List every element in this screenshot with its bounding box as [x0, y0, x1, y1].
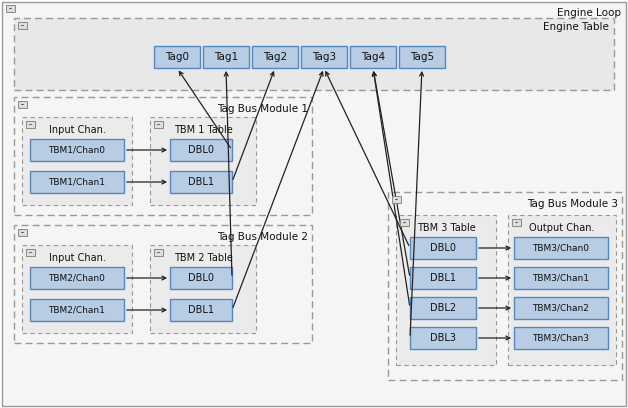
Bar — [399, 46, 445, 68]
Text: TBM2/Chan0: TBM2/Chan0 — [48, 273, 106, 282]
Bar — [410, 267, 476, 289]
Bar — [14, 97, 312, 215]
Text: TBM 3 Table: TBM 3 Table — [416, 223, 475, 233]
Text: Tag3: Tag3 — [312, 52, 336, 62]
Text: Input Chan.: Input Chan. — [48, 125, 106, 135]
Text: TBM2/Chan1: TBM2/Chan1 — [48, 306, 106, 315]
Bar — [18, 101, 27, 108]
Text: TBM3/Chan1: TBM3/Chan1 — [533, 273, 590, 282]
Text: -: - — [29, 248, 32, 257]
Bar — [30, 171, 124, 193]
Bar — [22, 117, 132, 205]
Bar — [514, 267, 608, 289]
Bar — [18, 229, 27, 236]
Bar — [514, 237, 608, 259]
Bar — [396, 215, 496, 365]
Bar — [410, 297, 476, 319]
Text: TBM 2 Table: TBM 2 Table — [173, 253, 232, 263]
Bar — [350, 46, 396, 68]
Bar — [508, 215, 616, 365]
Text: -: - — [9, 4, 12, 13]
Text: DBL1: DBL1 — [430, 273, 456, 283]
Text: Engine Loop: Engine Loop — [557, 8, 621, 18]
Text: -: - — [403, 218, 406, 227]
Text: -: - — [395, 195, 398, 204]
Text: Tag Bus Module 2: Tag Bus Module 2 — [217, 232, 308, 242]
Text: DBL0: DBL0 — [188, 145, 214, 155]
Text: Tag2: Tag2 — [263, 52, 287, 62]
Bar — [30, 299, 124, 321]
Text: -: - — [515, 218, 518, 227]
Bar — [170, 171, 232, 193]
Bar — [388, 192, 622, 380]
Text: Output Chan.: Output Chan. — [529, 223, 595, 233]
Text: -: - — [21, 228, 24, 237]
Bar — [170, 267, 232, 289]
Bar — [6, 5, 15, 12]
Text: Engine Table: Engine Table — [543, 22, 609, 32]
Bar — [30, 139, 124, 161]
Text: TBM3/Chan2: TBM3/Chan2 — [533, 304, 590, 313]
Text: DBL0: DBL0 — [430, 243, 456, 253]
Bar — [26, 121, 35, 128]
Bar — [252, 46, 298, 68]
Bar — [154, 46, 200, 68]
Text: -: - — [21, 100, 24, 109]
Bar — [14, 18, 614, 90]
Text: Tag Bus Module 1: Tag Bus Module 1 — [217, 104, 308, 114]
Text: TBM3/Chan0: TBM3/Chan0 — [533, 244, 590, 253]
Text: DBL2: DBL2 — [430, 303, 456, 313]
Text: Tag0: Tag0 — [165, 52, 189, 62]
Bar — [514, 297, 608, 319]
Text: Tag4: Tag4 — [361, 52, 385, 62]
Bar — [512, 219, 521, 226]
Text: DBL0: DBL0 — [188, 273, 214, 283]
Bar — [154, 121, 163, 128]
Text: Tag1: Tag1 — [214, 52, 238, 62]
Bar — [392, 196, 401, 203]
Text: -: - — [21, 21, 24, 30]
Bar — [150, 245, 256, 333]
Bar — [26, 249, 35, 256]
Text: TBM3/Chan3: TBM3/Chan3 — [533, 333, 590, 342]
Text: DBL1: DBL1 — [188, 305, 214, 315]
Bar — [14, 225, 312, 343]
Text: -: - — [157, 120, 160, 129]
Text: DBL3: DBL3 — [430, 333, 456, 343]
Text: Tag Bus Module 3: Tag Bus Module 3 — [527, 199, 618, 209]
Bar — [30, 267, 124, 289]
Bar — [514, 327, 608, 349]
Text: TBM 1 Table: TBM 1 Table — [173, 125, 232, 135]
Text: TBM1/Chan0: TBM1/Chan0 — [48, 146, 106, 155]
Bar — [154, 249, 163, 256]
Bar — [400, 219, 409, 226]
Bar — [170, 299, 232, 321]
Bar — [170, 139, 232, 161]
Bar — [203, 46, 249, 68]
Text: Input Chan.: Input Chan. — [48, 253, 106, 263]
Bar — [301, 46, 347, 68]
Bar — [18, 22, 27, 29]
Bar — [22, 245, 132, 333]
Bar — [410, 237, 476, 259]
Text: Tag5: Tag5 — [410, 52, 434, 62]
Bar — [410, 327, 476, 349]
Text: -: - — [29, 120, 32, 129]
Text: DBL1: DBL1 — [188, 177, 214, 187]
Bar — [150, 117, 256, 205]
Text: TBM1/Chan1: TBM1/Chan1 — [48, 177, 106, 186]
Text: -: - — [157, 248, 160, 257]
